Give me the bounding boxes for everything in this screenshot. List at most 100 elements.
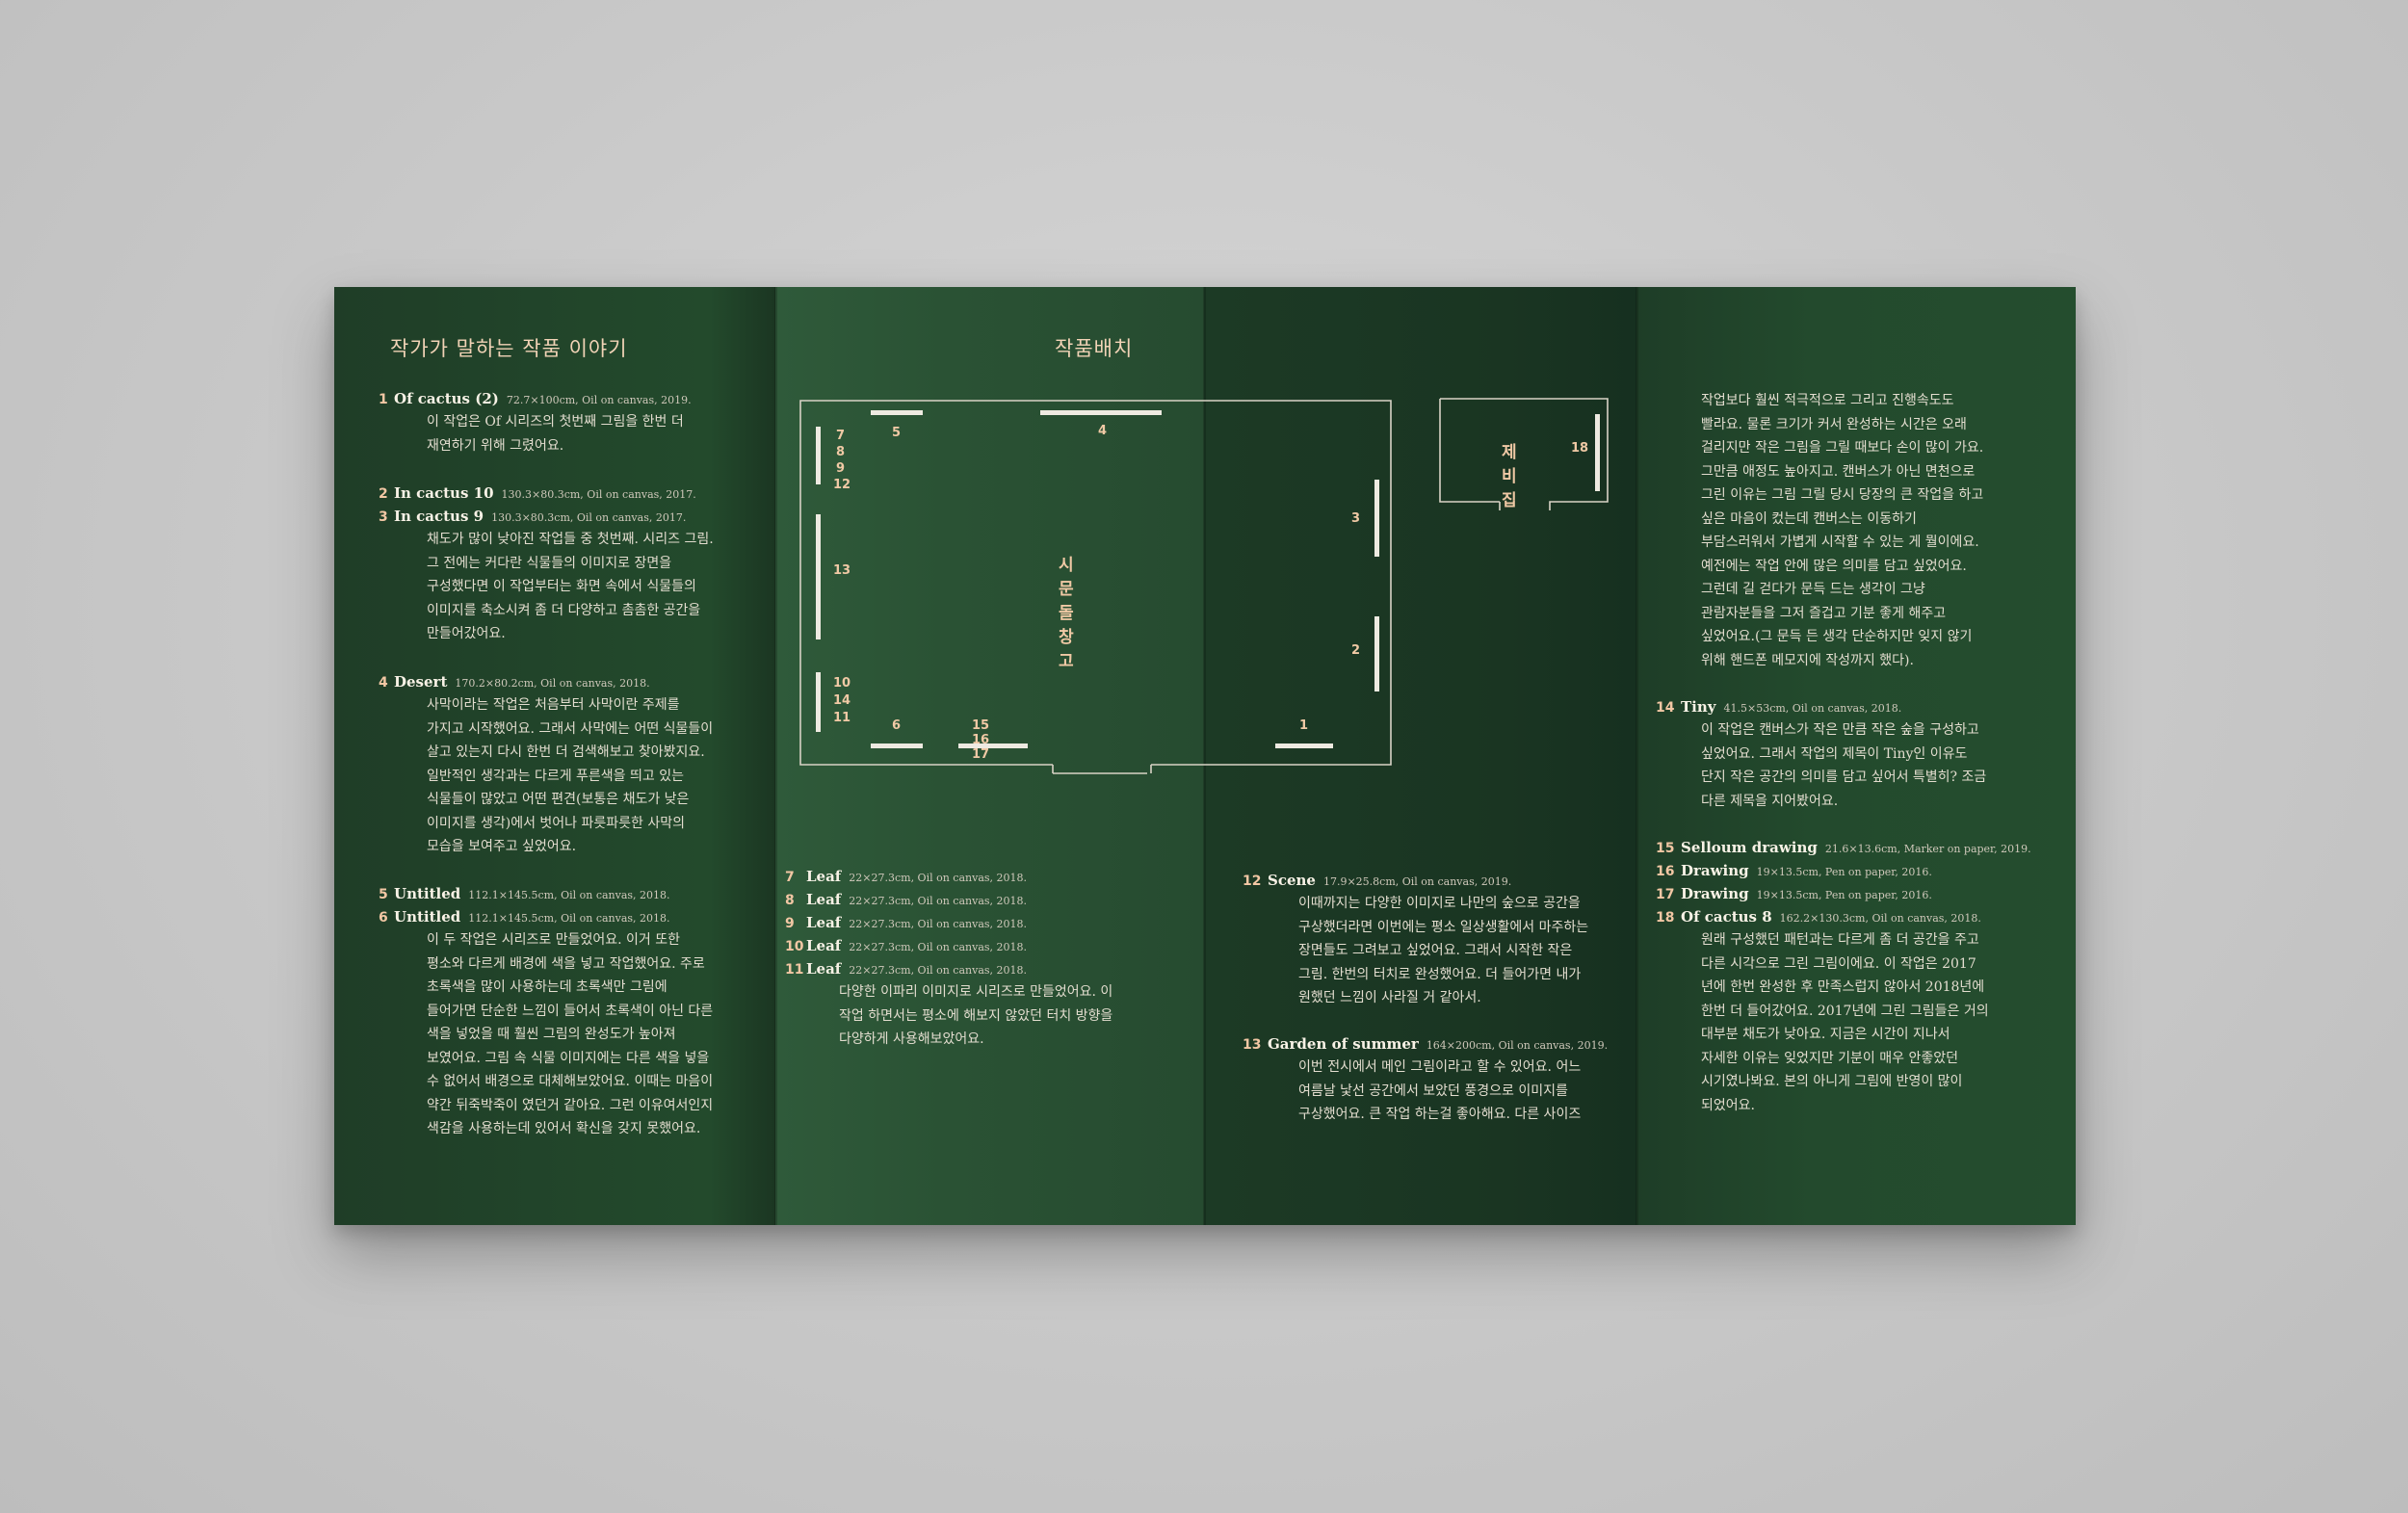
work-number: 9 <box>785 916 795 931</box>
wall <box>799 400 1392 773</box>
work-meta: 170.2×80.2cm, Oil on canvas, 2018. <box>455 677 650 690</box>
work-number: 17 <box>1656 887 1675 902</box>
floor-plan-drawing <box>799 398 1609 774</box>
work-number: 3 <box>379 509 388 525</box>
work-entry: 7 Leaf 22×27.3cm, Oil on canvas, 2018. 8 Le… <box>785 865 1112 1052</box>
plan-number: 13 <box>833 563 851 578</box>
floor-plan-walls <box>799 398 1609 774</box>
artwork-marker-7-12 <box>816 427 821 484</box>
work-line: 7 Leaf 22×27.3cm, Oil on canvas, 2018. <box>785 865 1112 888</box>
work-number: 16 <box>1656 864 1675 879</box>
work-title: Desert <box>394 673 448 691</box>
work-description-continued: 작업보다 훨씬 적극적으로 그리고 진행속도도 빨라요. 물론 크기가 커서 완… <box>1701 393 1984 668</box>
work-title: Garden of summer <box>1268 1035 1419 1053</box>
work-title: Leaf <box>806 937 842 954</box>
work-description: 이번 전시에서 메인 그림이라고 할 수 있어요. 어느 여름날 낯선 공간에서… <box>1298 1059 1582 1122</box>
room-label-warehouse: 시문돌창고 <box>1059 556 1074 671</box>
work-number: 7 <box>785 870 795 885</box>
annex-wall <box>1439 398 1609 510</box>
plan-number: 18 <box>1571 441 1589 456</box>
artwork-marker-18 <box>1595 414 1600 491</box>
work-meta: 164×200cm, Oil on canvas, 2019. <box>1426 1039 1609 1052</box>
work-number: 15 <box>1656 841 1675 856</box>
work-title: In cactus 10 <box>394 484 494 502</box>
plan-number: 5 <box>892 426 902 440</box>
work-line: 14 Tiny 41.5×53cm, Oil on canvas, 2018. <box>1656 695 1986 718</box>
work-description: 이때까지는 다양한 이미지로 나만의 숲으로 공간을 구상했더라면 이번에는 평… <box>1298 896 1589 1005</box>
work-line: 5 Untitled 112.1×145.5cm, Oil on canvas, 2… <box>379 882 713 905</box>
artwork-marker-13 <box>816 514 821 639</box>
work-title: Drawing <box>1681 862 1749 879</box>
work-number: 18 <box>1656 910 1675 926</box>
work-meta: 19×13.5cm, Pen on paper, 2016. <box>1756 889 1932 901</box>
work-title: Of cactus 8 <box>1681 908 1772 926</box>
work-number: 1 <box>379 392 388 407</box>
plan-number: 2 <box>1351 643 1361 658</box>
plan-number: 15 16 17 <box>972 718 990 762</box>
work-title: Drawing <box>1681 885 1749 902</box>
work-meta: 21.6×13.6cm, Marker on paper, 2019. <box>1824 843 2031 855</box>
artwork-marker-5 <box>871 410 923 415</box>
fold-line <box>1203 287 1206 1225</box>
work-title: Leaf <box>806 960 842 978</box>
plan-number: 1 <box>1299 718 1309 733</box>
plan-number: 11 <box>833 711 851 725</box>
artwork-marker-10-11 <box>816 672 821 732</box>
work-entry: 14 Tiny 41.5×53cm, Oil on canvas, 2018. 이 … <box>1656 695 1986 813</box>
plan-number: 8 <box>836 445 846 459</box>
brochure: 작가가 말하는 작품 이야기 1 Of cactus (2) 72.7×100cm,… <box>334 287 2076 1225</box>
work-number: 10 <box>785 939 804 954</box>
work-title: Untitled <box>394 908 461 926</box>
work-meta: 72.7×100cm, Oil on canvas, 2019. <box>506 394 692 406</box>
work-meta: 41.5×53cm, Oil on canvas, 2018. <box>1723 702 1902 715</box>
work-line: 9 Leaf 22×27.3cm, Oil on canvas, 2018. <box>785 911 1112 934</box>
panel-works-story-2: 12 Scene 17.9×25.8cm, Oil on canvas, 2019.… <box>1204 287 1636 1225</box>
fold-line <box>774 287 777 1225</box>
work-description: 이 두 작업은 시리즈로 만들었어요. 이거 또한 평소와 다르게 배경에 색을… <box>427 932 714 1136</box>
work-entry: 15 Selloum drawing 21.6×13.6cm, Marker on … <box>1656 836 2031 1117</box>
panel-works-story-3: 작업보다 훨씬 적극적으로 그리고 진행속도도 빨라요. 물론 크기가 커서 완… <box>1636 287 2076 1225</box>
work-entry: 4 Desert 170.2×80.2cm, Oil on canvas, 2018… <box>379 670 713 859</box>
work-meta: 130.3×80.3cm, Oil on canvas, 2017. <box>501 488 696 501</box>
work-title: Untitled <box>394 885 461 902</box>
work-title: Selloum drawing <box>1681 839 1818 856</box>
work-meta: 22×27.3cm, Oil on canvas, 2018. <box>849 918 1028 930</box>
work-number: 4 <box>379 675 388 691</box>
work-line: 1 Of cactus (2) 72.7×100cm, Oil on canvas,… <box>379 387 692 410</box>
plan-number: 3 <box>1351 511 1361 526</box>
layout-title: 작품배치 <box>1055 337 1134 360</box>
artwork-marker-1 <box>1275 743 1333 748</box>
work-title: Of cactus (2) <box>394 390 499 407</box>
artwork-marker-3 <box>1374 480 1379 557</box>
panel-title: 작가가 말하는 작품 이야기 <box>390 337 628 360</box>
artwork-markers <box>816 410 1600 748</box>
work-line: 12 Scene 17.9×25.8cm, Oil on canvas, 2019. <box>1243 869 1588 892</box>
work-description: 이 작업은 Of 시리즈의 첫번째 그림을 한번 더 재연하기 위해 그렸어요. <box>427 414 684 454</box>
plan-number: 10 <box>833 676 851 691</box>
work-title: In cactus 9 <box>394 508 484 525</box>
work-line: 2 In cactus 10 130.3×80.3cm, Oil on canvas… <box>379 482 714 505</box>
work-number: 13 <box>1243 1037 1262 1053</box>
plan-number: 4 <box>1098 424 1108 438</box>
work-description: 채도가 많이 낮아진 작업들 중 첫번째. 시리즈 그림. 그 전에는 커다란 … <box>427 532 714 641</box>
artwork-marker-15-17 <box>958 743 1028 748</box>
work-title: Leaf <box>806 914 842 931</box>
work-line: 13 Garden of summer 164×200cm, Oil on canv… <box>1243 1032 1608 1056</box>
artwork-marker-6 <box>871 743 923 748</box>
work-description: 다양한 이파리 이미지로 시리즈로 만들었어요. 이 작업 하면서는 평소에 해… <box>839 984 1113 1047</box>
plan-number: 9 <box>836 461 846 476</box>
work-number: 12 <box>1243 874 1262 889</box>
work-line: 16 Drawing 19×13.5cm, Pen on paper, 2016. <box>1656 859 2031 882</box>
plan-number: 7 <box>836 429 846 443</box>
fold-line <box>1636 287 1638 1225</box>
work-number: 11 <box>785 962 804 978</box>
work-line: 10 Leaf 22×27.3cm, Oil on canvas, 2018. <box>785 934 1112 957</box>
work-description: 사막이라는 작업은 처음부터 사막이란 주제를 가지고 시작했어요. 그래서 사… <box>427 697 714 854</box>
work-meta: 22×27.3cm, Oil on canvas, 2018. <box>849 872 1028 884</box>
work-meta: 112.1×145.5cm, Oil on canvas, 2018. <box>468 889 670 901</box>
work-line: 8 Leaf 22×27.3cm, Oil on canvas, 2018. <box>785 888 1112 911</box>
work-line: 18 Of cactus 8 162.2×130.3cm, Oil on canva… <box>1656 905 2031 928</box>
work-meta: 22×27.3cm, Oil on canvas, 2018. <box>849 941 1028 953</box>
work-meta: 112.1×145.5cm, Oil on canvas, 2018. <box>468 912 670 925</box>
work-description: 이 작업은 캔버스가 작은 만큼 작은 숲을 구성하고 싶었어요. 그래서 작업… <box>1701 722 1987 809</box>
